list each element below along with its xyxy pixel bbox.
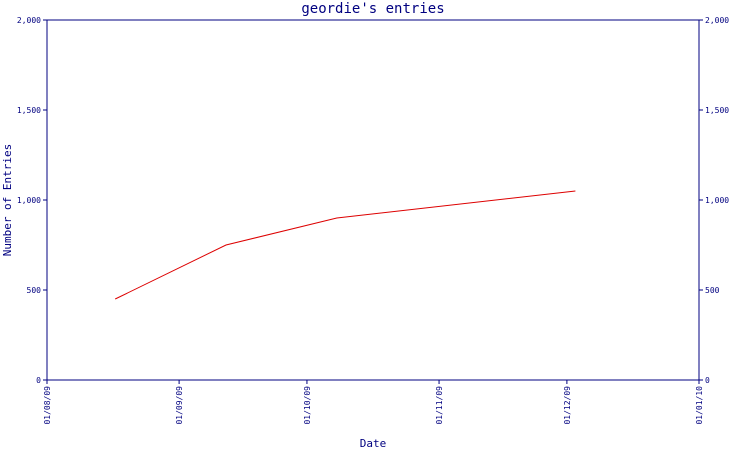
y-tick-label-right: 1,500 xyxy=(705,106,729,115)
y-tick-label-left: 1,500 xyxy=(17,106,41,115)
x-axis: 01/08/09 01/09/09 01/10/09 01/11/09 01/12/09… xyxy=(43,380,704,425)
x-tick-label: 01/11/09 xyxy=(435,386,444,425)
x-tick-label: 01/10/09 xyxy=(303,386,312,425)
y-tick-label-right: 500 xyxy=(705,286,720,295)
y-axis: 0 0 500 500 1,000 1,000 1,500 1,500 2,000 2,000 xyxy=(17,16,729,385)
y-tick-label-left: 0 xyxy=(36,376,41,385)
x-tick-label: 01/01/10 xyxy=(695,386,704,425)
x-tick-label: 01/09/09 xyxy=(175,386,184,425)
y-axis-label: Number of Entries xyxy=(1,144,14,257)
x-tick-label: 01/08/09 xyxy=(43,386,52,425)
series-layer xyxy=(114,190,576,300)
y-tick-label-right: 1,000 xyxy=(705,196,729,205)
y-tick-label-left: 2,000 xyxy=(17,16,41,25)
y-tick-label-right: 2,000 xyxy=(705,16,729,25)
x-tick-label: 01/12/09 xyxy=(563,386,572,425)
series-line xyxy=(114,190,576,300)
plot-area xyxy=(46,19,700,381)
x-axis-label: Date xyxy=(360,437,387,450)
y-tick-label-left: 500 xyxy=(27,286,42,295)
y-tick-label-left: 1,000 xyxy=(17,196,41,205)
y-tick-label-right: 0 xyxy=(705,376,710,385)
chart-title: geordie's entries xyxy=(301,1,444,17)
